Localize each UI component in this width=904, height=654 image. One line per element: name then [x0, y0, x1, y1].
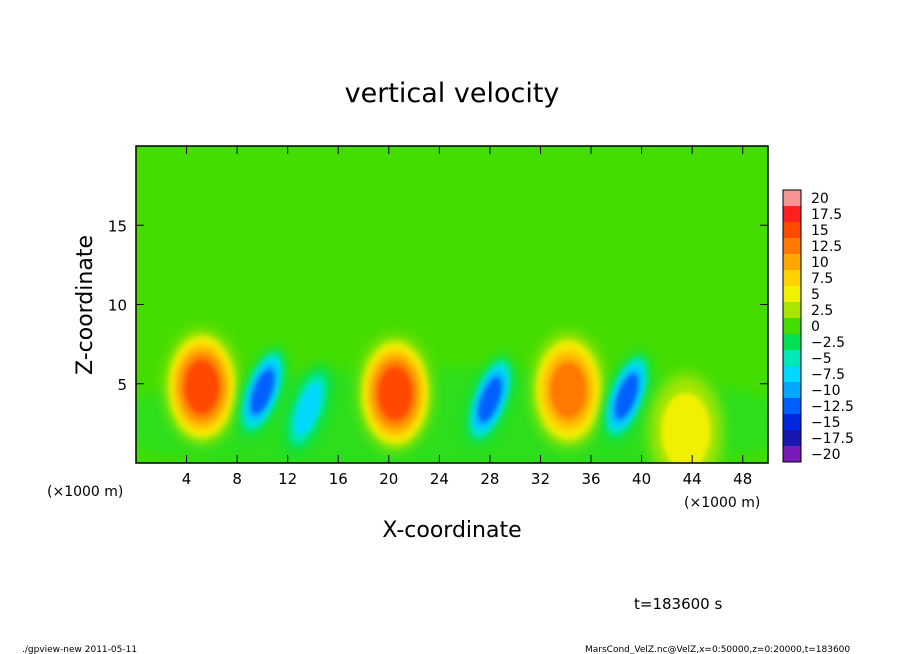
colorbar-swatch	[783, 206, 801, 223]
footer-left: ./gpview-new 2011-05-11	[22, 645, 137, 654]
x-tick-label: 4	[182, 470, 192, 488]
updraft-cell-6	[531, 333, 605, 448]
downdraft-cell-3	[284, 364, 332, 455]
colorbar-swatch	[783, 334, 801, 351]
x-tick-label: 40	[632, 470, 651, 488]
x-tick-label: 24	[430, 470, 449, 488]
colorbar-label: −2.5	[811, 335, 845, 351]
colorbar-swatch	[783, 222, 801, 239]
x-tick-label: 8	[232, 470, 242, 488]
x-tick-label: 16	[329, 470, 348, 488]
colorbar-swatch	[783, 398, 801, 415]
x-unit-label-left: (×1000 m)	[47, 484, 123, 500]
colorbar-label: 7.5	[811, 271, 833, 287]
y-tick-label: 10	[108, 297, 127, 315]
colorbar: 2017.51512.5107.552.50−2.5−5−7.5−10−12.5…	[782, 189, 854, 463]
colorbar-label: −12.5	[811, 399, 854, 415]
x-unit-label-right: (×1000 m)	[684, 495, 760, 511]
colorbar-label: 20	[811, 191, 829, 207]
colorbar-frame	[782, 189, 802, 463]
colorbar-swatch	[783, 238, 801, 255]
colorbar-label: −20	[811, 447, 841, 463]
colorbar-swatch	[783, 318, 801, 335]
colorbar-label: 15	[811, 223, 829, 239]
updraft-cell-1	[165, 329, 239, 444]
colorbar-label: 0	[811, 319, 820, 335]
updraft-cell-4	[358, 336, 432, 451]
x-tick-label: 20	[379, 470, 398, 488]
x-tick-label: 48	[733, 470, 752, 488]
x-tick-label: 36	[581, 470, 600, 488]
y-tick-label: 5	[117, 376, 127, 394]
y-axis-label: Z-coordinate	[73, 235, 98, 375]
colorbar-swatch	[783, 430, 801, 447]
y-axis-ticks: 5 10 15	[108, 217, 768, 394]
colorbar-label: −10	[811, 383, 841, 399]
footer-right: MarsCond_VelZ.nc@VelZ,x=0:50000,z=0:2000…	[585, 645, 850, 654]
colorbar-swatch	[783, 382, 801, 399]
colorbar-swatch	[783, 190, 801, 207]
colorbar-label: 10	[811, 255, 829, 271]
heatmap-field	[136, 146, 768, 463]
colorbar-label: −17.5	[811, 431, 854, 447]
downdraft-cell-2	[239, 346, 286, 437]
colorbar-swatch	[783, 302, 801, 319]
colorbar-label: −7.5	[811, 367, 845, 383]
colorbar-label: 2.5	[811, 303, 833, 319]
colorbar-swatch	[783, 446, 801, 463]
colorbar-label: −15	[811, 415, 841, 431]
chart-title: vertical velocity	[345, 78, 560, 109]
updraft-cell-8	[649, 374, 723, 463]
colorbar-swatch	[783, 270, 801, 287]
x-tick-label: 12	[278, 470, 297, 488]
downdraft-cell-5	[466, 354, 514, 445]
x-axis-ticks: 4 8 12 16 20 24 28 32 36 40 44 48	[182, 146, 752, 488]
colorbar-label: 5	[811, 287, 820, 303]
colorbar-swatch	[783, 414, 801, 431]
colorbar-swatch	[783, 254, 801, 271]
time-label: t=183600 s	[634, 595, 722, 613]
x-axis-label: X-coordinate	[382, 518, 521, 543]
colorbar-swatch	[783, 350, 801, 367]
colorbar-label: 12.5	[811, 239, 842, 255]
colorbar-label: −5	[811, 351, 832, 367]
x-tick-label: 44	[683, 470, 702, 488]
colorbar-label: 17.5	[811, 207, 842, 223]
colorbar-swatch	[783, 366, 801, 383]
downdraft-cell-7	[603, 351, 650, 442]
y-tick-label: 15	[108, 217, 127, 235]
x-tick-label: 32	[531, 470, 550, 488]
colorbar-swatch	[783, 286, 801, 303]
x-tick-label: 28	[480, 470, 499, 488]
